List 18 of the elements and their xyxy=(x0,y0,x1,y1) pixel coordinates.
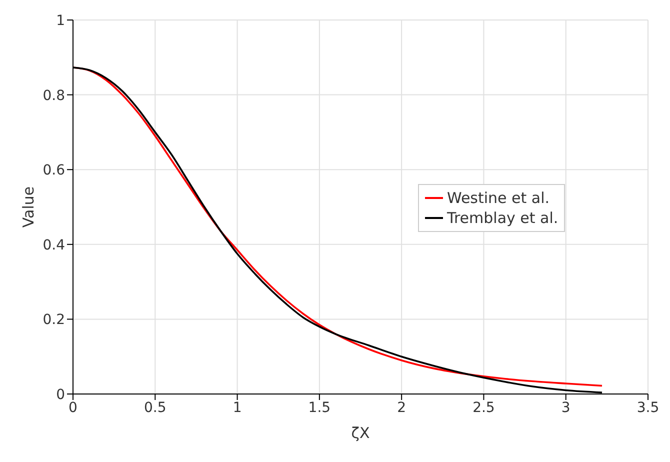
legend-label: Tremblay et al. xyxy=(447,208,558,228)
x-tick-label: 1 xyxy=(232,400,242,416)
y-tick-label: 0.4 xyxy=(42,237,66,254)
y-tick-label: 0.8 xyxy=(42,88,65,104)
y-tick-label: 0.2 xyxy=(42,312,65,328)
y-tick-label: 0.6 xyxy=(42,162,66,179)
x-tick-label: 3.5 xyxy=(636,400,660,416)
x-tick-label: 0.5 xyxy=(144,400,166,416)
y-tick-label: 0 xyxy=(56,386,65,403)
y-axis-title: Value xyxy=(19,186,38,228)
x-axis-title: ζX xyxy=(351,424,370,442)
x-tick-label: 2.5 xyxy=(472,400,495,416)
x-tick-label: 1.5 xyxy=(308,400,331,416)
y-tick-label: 1 xyxy=(56,12,65,29)
x-tick-label: 3 xyxy=(561,400,570,416)
x-tick-label: 0 xyxy=(68,400,78,416)
legend-label: Westine et al. xyxy=(447,188,550,208)
x-tick-label: 2 xyxy=(397,400,406,416)
